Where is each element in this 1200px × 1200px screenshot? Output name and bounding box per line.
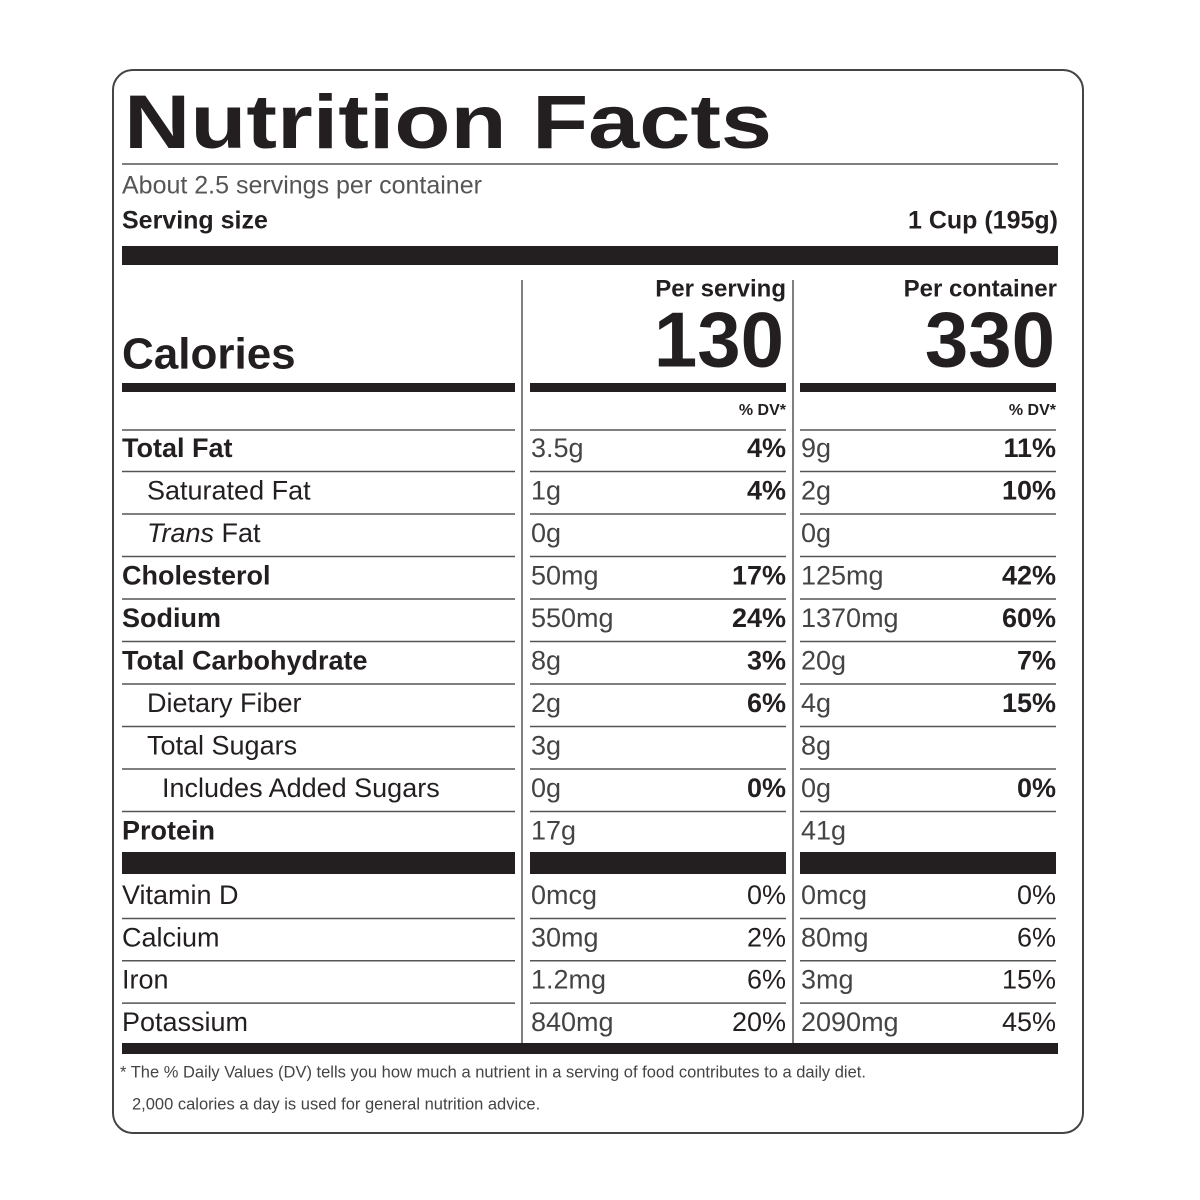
nutrient-name: Total Fat	[122, 433, 233, 463]
amount: 17g	[531, 816, 576, 846]
amount: 50mg	[531, 561, 599, 591]
nutrient-name: Total Sugars	[147, 731, 297, 761]
amount: 0g	[531, 773, 561, 803]
daily-value: 42%	[1002, 561, 1056, 591]
nutrient-name-italic: Trans	[147, 518, 214, 548]
nutrient-name: Cholesterol	[122, 561, 271, 591]
nutrient-name: Trans Fat	[147, 518, 261, 548]
column-header: Per serving	[655, 275, 786, 302]
servings: About 2.5 servings per container	[122, 172, 482, 200]
amount: 0mcg	[531, 880, 597, 910]
daily-value: 6%	[747, 688, 786, 718]
dv-header: % DV*	[739, 402, 787, 419]
amount: 0g	[531, 518, 561, 548]
daily-value: 10%	[1002, 476, 1056, 506]
dv-header: % DV*	[1009, 402, 1057, 419]
amount: 9g	[801, 433, 831, 463]
amount: 1g	[531, 476, 561, 506]
amount: 125mg	[801, 561, 884, 591]
amount: 2g	[801, 476, 831, 506]
daily-value: 2%	[747, 922, 786, 952]
amount: 3mg	[801, 965, 854, 995]
calories-value: 330	[925, 296, 1055, 384]
nutrient-name: Saturated Fat	[147, 476, 311, 506]
daily-value: 0%	[1017, 880, 1056, 910]
amount: 80mg	[801, 922, 869, 952]
nutrient-name: Includes Added Sugars	[162, 773, 440, 803]
daily-value: 6%	[747, 965, 786, 995]
thick-bar	[530, 383, 786, 392]
amount: 20g	[801, 646, 846, 676]
daily-value: 0%	[747, 880, 786, 910]
nutrient-name: Vitamin D	[122, 880, 239, 910]
daily-value: 3%	[747, 646, 786, 676]
daily-value: 7%	[1017, 646, 1056, 676]
amount: 1.2mg	[531, 965, 606, 995]
thick-bar	[122, 852, 515, 874]
amount: 8g	[801, 731, 831, 761]
daily-value: 0%	[1017, 773, 1056, 803]
thick-bar	[800, 852, 1056, 874]
amount: 550mg	[531, 603, 614, 633]
title: Nutrition Facts	[124, 80, 772, 165]
amount: 30mg	[531, 922, 599, 952]
nutrient-name-text: Fat	[222, 518, 262, 548]
amount: 41g	[801, 816, 846, 846]
serving-size-value: 1 Cup (195g)	[908, 207, 1058, 235]
daily-value: 6%	[1017, 922, 1056, 952]
amount: 0g	[801, 518, 831, 548]
amount: 3g	[531, 731, 561, 761]
amount: 840mg	[531, 1007, 614, 1037]
calories-value: 130	[654, 296, 784, 384]
daily-value: 4%	[747, 433, 786, 463]
daily-value: 4%	[747, 476, 786, 506]
calories-label: Calories	[122, 330, 296, 379]
daily-value: 20%	[732, 1007, 786, 1037]
footnote: * The % Daily Values (DV) tells you how …	[120, 1063, 866, 1081]
amount: 8g	[531, 646, 561, 676]
daily-value: 0%	[747, 773, 786, 803]
amount: 1370mg	[801, 603, 899, 633]
daily-value: 15%	[1002, 688, 1056, 718]
amount: 2g	[531, 688, 561, 718]
amount: 0mcg	[801, 880, 867, 910]
daily-value: 45%	[1002, 1007, 1056, 1037]
amount: 2090mg	[801, 1007, 899, 1037]
daily-value: 60%	[1002, 603, 1056, 633]
nutrient-name: Total Carbohydrate	[122, 646, 368, 676]
nutrient-name: Potassium	[122, 1007, 248, 1037]
daily-value: 11%	[1003, 433, 1056, 463]
amount: 4g	[801, 688, 831, 718]
nutrient-name: Calcium	[122, 922, 220, 952]
nutrient-name: Sodium	[122, 603, 221, 633]
daily-value: 15%	[1002, 965, 1056, 995]
thick-bar	[530, 852, 786, 874]
thick-bar	[800, 383, 1056, 392]
footnote: 2,000 calories a day is used for general…	[132, 1095, 540, 1113]
nutrient-name: Dietary Fiber	[147, 688, 302, 718]
amount: 3.5g	[531, 433, 584, 463]
thick-bar	[122, 1043, 1058, 1054]
thick-bar	[122, 383, 515, 392]
amount: 0g	[801, 773, 831, 803]
column-header: Per container	[904, 275, 1057, 302]
daily-value: 24%	[732, 603, 786, 633]
nutrient-name: Protein	[122, 816, 215, 846]
thick-bar	[122, 246, 1058, 265]
daily-value: 17%	[732, 561, 786, 591]
serving-size-label: Serving size	[122, 207, 268, 235]
nutrient-name: Iron	[122, 965, 169, 995]
